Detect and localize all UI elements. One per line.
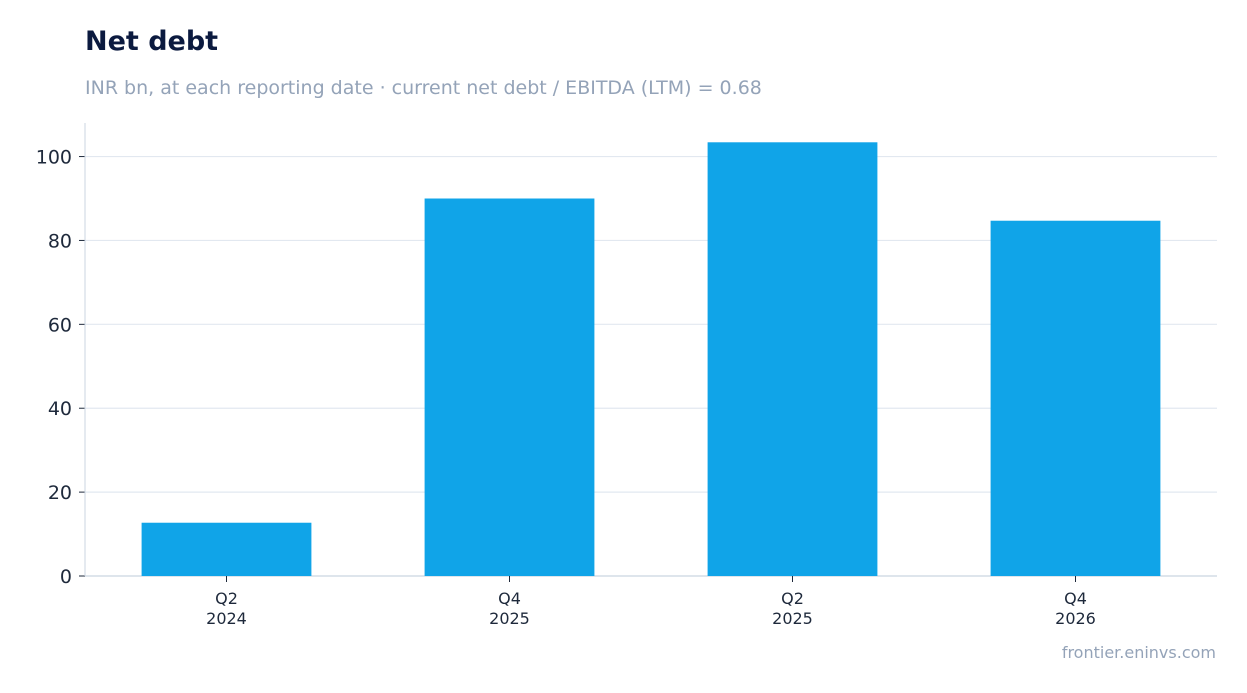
y-tick-label: 100: [36, 147, 72, 169]
y-tick-label: 40: [48, 398, 72, 420]
y-tick-label: 0: [60, 566, 72, 588]
bar: [141, 522, 312, 576]
source-watermark: frontier.eninvs.com: [1061, 643, 1216, 662]
y-tick-label: 20: [48, 482, 72, 504]
x-tick-label: Q4 2026: [1055, 589, 1096, 628]
y-tick-label: 80: [48, 230, 72, 252]
chart-subtitle: INR bn, at each reporting date · current…: [85, 77, 762, 99]
x-tick-label: Q4 2025: [489, 589, 530, 628]
y-tick-label: 60: [48, 314, 72, 336]
bar: [990, 220, 1161, 576]
chart-title: Net debt: [85, 26, 219, 57]
bar: [424, 198, 595, 576]
x-tick-label: Q2 2025: [772, 589, 813, 628]
x-tick-label: Q2 2024: [206, 589, 247, 628]
bar: [707, 142, 878, 577]
